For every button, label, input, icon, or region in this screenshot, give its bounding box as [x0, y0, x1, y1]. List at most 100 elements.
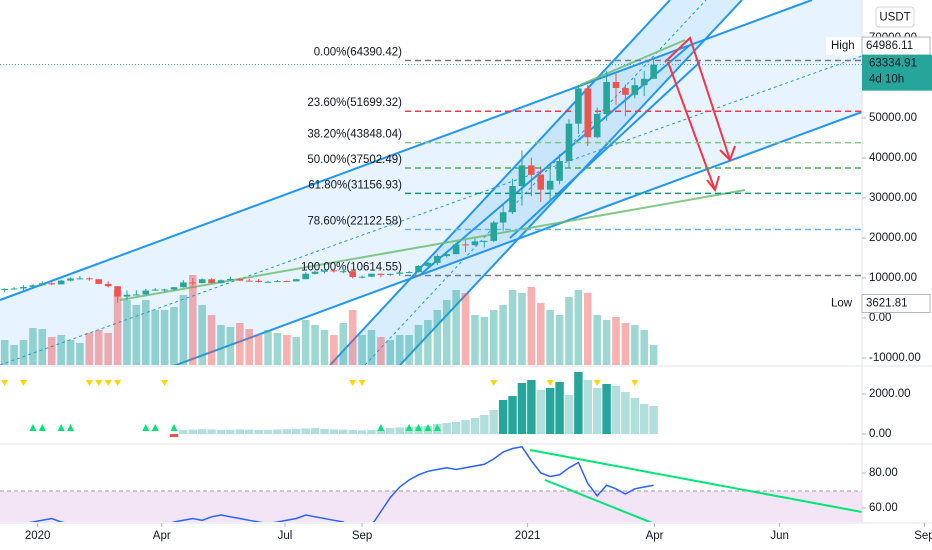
volume-bar [283, 335, 291, 365]
low-label: Low [831, 298, 853, 310]
volume-bar [320, 330, 329, 365]
candle-body [387, 273, 394, 275]
volume-bar [226, 327, 235, 365]
indicator-bar [536, 390, 545, 434]
volume-bar [245, 329, 253, 365]
currency-box[interactable] [875, 6, 915, 28]
up-signal [57, 424, 65, 431]
volume-bar [593, 315, 601, 365]
candle-body [76, 278, 84, 280]
indicator-bar [442, 423, 451, 434]
volume-bar [546, 310, 554, 365]
candle-body [236, 279, 244, 281]
indicator-bar [376, 429, 386, 434]
indicator-bar [630, 398, 640, 434]
candle-body [415, 265, 422, 272]
candle-body [452, 244, 460, 255]
volume-bar [292, 337, 301, 365]
up-signal [142, 424, 150, 431]
volume-bar [264, 330, 272, 365]
volume-bar [38, 329, 47, 365]
indicator-bar [451, 422, 461, 434]
indicator-bar [470, 418, 480, 434]
volume-bar [311, 325, 319, 365]
fib-label: 50.00%(37502.49) [307, 154, 402, 166]
down-signal [631, 380, 639, 386]
up-signal [67, 424, 75, 431]
down-signal [85, 380, 93, 386]
volume-bar [348, 310, 357, 365]
volume-bar [480, 317, 489, 365]
high-label: High [831, 40, 855, 52]
up-signal [38, 424, 46, 431]
rsi-trend [544, 479, 653, 522]
volume-bar [358, 335, 366, 365]
candle-body [67, 278, 74, 281]
down-signal [114, 380, 122, 386]
candle-body [546, 180, 554, 190]
indicator-bar [207, 429, 216, 434]
candle-body [622, 88, 629, 95]
x-tick-label: Sep [352, 530, 372, 542]
indicator-bar [216, 430, 226, 434]
down-signal [20, 380, 28, 386]
y-tick-label: 20000.00 [869, 232, 917, 244]
candle-body [481, 240, 488, 242]
low-tag [861, 294, 931, 314]
candle-body [650, 64, 657, 79]
indicator-bar [292, 428, 301, 434]
candle-body [528, 165, 535, 175]
volume-bar [584, 293, 592, 365]
down-signal [546, 380, 554, 386]
last-price-tag [862, 54, 932, 91]
indicator-bar [583, 380, 593, 434]
volume-bar [76, 343, 84, 365]
candle-body [349, 271, 356, 277]
up-signal [151, 424, 159, 431]
volume-bar [461, 293, 470, 365]
volume-bar [330, 335, 338, 365]
down-signal [358, 380, 366, 386]
indicator-bar [527, 380, 536, 434]
rsi-line [28, 445, 654, 522]
candle-body [612, 82, 620, 88]
candle-body [142, 290, 150, 295]
candle-body [603, 82, 610, 114]
x-tick-label: Jul [278, 530, 293, 542]
inner-line [509, 61, 701, 239]
candle-body [48, 283, 56, 285]
volume-bar [414, 325, 423, 365]
volume-bar [104, 333, 112, 365]
indicator-bar [639, 404, 649, 434]
down-signal [593, 380, 601, 386]
volume-bar [189, 275, 197, 365]
volume-bar [508, 290, 517, 365]
volume-bar [207, 315, 216, 365]
candle-body [227, 279, 234, 281]
volume-bar [66, 340, 75, 365]
indicator-bar [197, 429, 207, 434]
indicator-bar [329, 429, 339, 434]
indicator-bar [226, 429, 235, 434]
arrow-head [719, 145, 736, 162]
volume-bar [442, 300, 451, 365]
volume-bar [433, 310, 442, 365]
volume-bar [499, 305, 507, 365]
candle-body [123, 294, 131, 297]
indicator-bar [480, 415, 489, 434]
volume-bar [405, 335, 413, 365]
fib-label: 61.80%(31156.93) [308, 179, 402, 191]
volume-bar [339, 323, 348, 365]
candle-body [151, 289, 159, 291]
volume-bar [179, 295, 188, 365]
up-signal [424, 424, 432, 431]
volume-bar [424, 320, 432, 365]
arrow [664, 36, 731, 161]
steep-channel-fill [330, 0, 742, 365]
y-tick-label: 40000.00 [869, 152, 917, 164]
indicator-bar [188, 429, 198, 434]
indicator-bar [611, 386, 621, 434]
candle-body [302, 273, 309, 280]
indicator-bar [602, 384, 611, 434]
